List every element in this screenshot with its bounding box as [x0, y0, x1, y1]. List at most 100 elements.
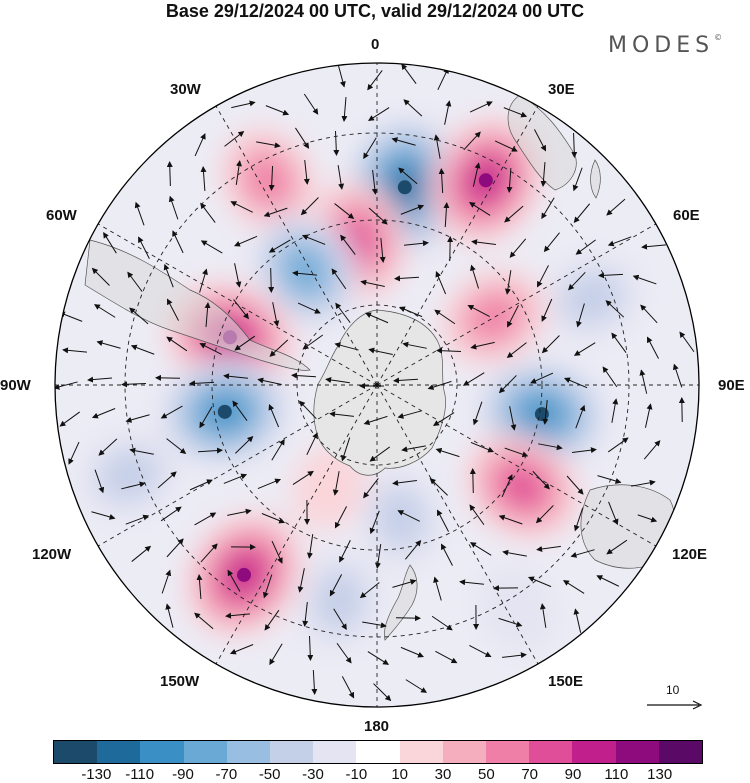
anomaly-core: [217, 404, 232, 419]
wind-arrow: [368, 347, 393, 355]
anomaly-core: [478, 173, 493, 188]
wind-arrow: [467, 304, 490, 317]
meridian-line: [215, 384, 378, 665]
wind-arrow: [233, 299, 249, 320]
colorbar-tick-label: 70: [521, 766, 538, 783]
map-border: [54, 62, 700, 708]
lon-label-150e: 150E: [548, 673, 584, 690]
wind-arrow: [542, 400, 549, 425]
wind-arrow: [223, 373, 248, 380]
wind-arrow: [256, 141, 281, 149]
wind-arrow: [608, 501, 619, 526]
wind-arrow: [643, 440, 661, 460]
wind-arrow: [631, 479, 656, 487]
wind-arrow: [199, 268, 208, 293]
wind-arrow: [367, 651, 389, 665]
wind-arrow: [573, 203, 591, 224]
wind-arrow: [398, 167, 418, 185]
wind-arrow: [58, 311, 83, 322]
wind-arrow: [166, 336, 188, 352]
wind-arrow: [227, 569, 241, 592]
wind-arrow: [335, 302, 351, 323]
wind-arrow: [131, 545, 152, 562]
wind-arrow: [568, 271, 586, 291]
wind-arrow: [297, 568, 305, 593]
map-title: Base 29/12/2024 00 UTC, valid 29/12/2024…: [165, 1, 585, 21]
wind-arrow: [155, 374, 181, 381]
wind-arrow: [235, 435, 254, 454]
wind-arrow: [268, 267, 275, 293]
wind-arrow: [161, 569, 172, 594]
wind-arrow: [399, 306, 423, 318]
wind-arrow: [543, 232, 560, 253]
wind-arrow: [91, 408, 116, 419]
australia-land: [580, 484, 676, 569]
wind-arrow: [265, 105, 290, 116]
wind-arrow: [291, 372, 317, 379]
wind-arrow: [644, 403, 653, 428]
colorbar-cell: [97, 741, 141, 763]
wind-arrow: [541, 335, 560, 354]
wind-arrow: [262, 574, 273, 599]
wind-arrow: [125, 414, 150, 423]
wind-arrow: [363, 478, 379, 499]
wind-arrow: [605, 300, 625, 318]
wind-arrow: [166, 161, 173, 187]
wind-arrow: [404, 240, 429, 247]
wind-arrow: [55, 381, 78, 390]
wind-arrow: [470, 264, 480, 289]
wind-arrow: [199, 406, 213, 429]
wind-arrow: [272, 302, 280, 327]
wind-arrow: [200, 543, 218, 563]
wind-arrow: [225, 612, 250, 619]
wind-arrow: [469, 202, 491, 216]
wind-arrow: [200, 166, 207, 192]
wind-arrow: [434, 309, 456, 325]
wind-arrow: [397, 510, 420, 522]
wind-arrow: [435, 271, 447, 295]
wind-arrow: [573, 608, 582, 633]
colorbar-cell: [270, 741, 314, 763]
wind-arrow: [261, 513, 286, 524]
wind-arrow: [359, 582, 380, 599]
wind-arrow: [611, 398, 619, 423]
wind-arrow: [257, 478, 282, 490]
anomaly-contour: [246, 156, 290, 205]
wind-arrow: [672, 363, 683, 388]
colorbar-tick-label: -90: [172, 766, 194, 783]
wind-arrow: [438, 168, 445, 194]
colorbar-cell: [572, 741, 616, 763]
wind-arrow: [160, 405, 183, 419]
wind-arrow: [400, 646, 424, 658]
wind-arrow: [337, 63, 346, 88]
reference-vector-label: 10: [666, 683, 680, 697]
wind-arrow: [469, 504, 485, 526]
wind-arrow: [196, 574, 203, 600]
wind-arrow: [336, 642, 352, 664]
wind-arrow: [575, 404, 586, 429]
africa-land: [507, 94, 577, 191]
wind-arrow: [62, 347, 87, 354]
wind-arrow: [566, 475, 584, 495]
wind-arrow: [394, 275, 420, 282]
wind-arrow: [223, 473, 248, 484]
colorbar-ticks: -130 -110 -90 -70 -50 -30 -10 10 30 50 70 90 110 130: [0, 766, 750, 783]
meridian-lines: [55, 63, 699, 707]
wind-arrow: [339, 540, 351, 563]
wind-arrow: [443, 202, 450, 228]
wind-arrow: [611, 332, 627, 353]
colorbar-tick-label: 130: [647, 766, 673, 783]
wind-arrow: [160, 506, 182, 522]
wind-arrow: [401, 63, 417, 84]
colorbar-tick-label: 10: [391, 766, 408, 783]
wind-arrow: [268, 403, 280, 428]
anomaly-core: [534, 407, 549, 422]
colorbar-tick-label: -110: [125, 766, 155, 783]
wind-arrow: [234, 235, 258, 247]
wind-arrow: [501, 474, 513, 498]
wind-arrow: [307, 635, 314, 661]
wind-arrow: [504, 447, 529, 458]
wind-arrow: [231, 100, 256, 109]
wind-arrow: [392, 479, 417, 486]
meridian-line: [97, 384, 378, 547]
